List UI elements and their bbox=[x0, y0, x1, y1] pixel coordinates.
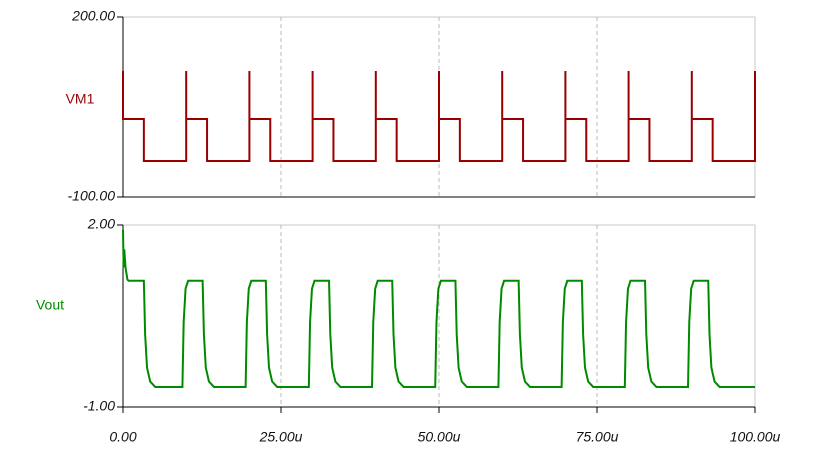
x-tick-label: 25.00u bbox=[259, 429, 303, 445]
y-tick-label: 200.00 bbox=[71, 8, 115, 24]
x-tick-label: 100.00u bbox=[730, 429, 781, 445]
series-line bbox=[122, 71, 756, 162]
y-tick-label: -1.00 bbox=[83, 398, 115, 414]
x-tick-label: 75.00u bbox=[576, 429, 619, 445]
series-label: Vout bbox=[36, 297, 64, 313]
y-tick-label: 2.00 bbox=[87, 216, 115, 232]
series-label: VM1 bbox=[66, 91, 95, 107]
x-tick-label: 0.00 bbox=[109, 429, 136, 445]
series-line bbox=[122, 229, 755, 388]
y-tick-label: -100.00 bbox=[68, 188, 116, 204]
x-tick-label: 50.00u bbox=[418, 429, 461, 445]
